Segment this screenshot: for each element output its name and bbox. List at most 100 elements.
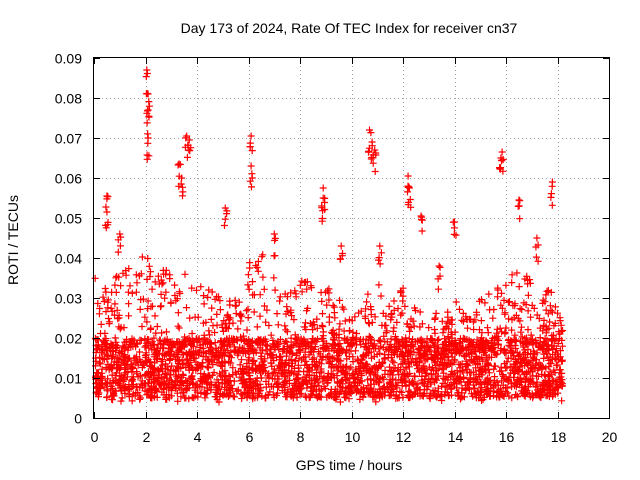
data-point-marker [145,386,153,394]
data-point-marker [502,364,509,372]
data-point-marker [367,303,375,311]
data-point-marker [449,218,457,226]
data-point-marker [136,305,144,313]
data-point-marker [470,368,477,376]
data-point-marker [287,289,295,297]
data-point-marker [544,371,552,379]
data-point-marker [485,353,493,361]
data-point-marker [365,320,373,328]
data-point-marker [284,343,291,351]
data-point-marker [472,394,480,402]
data-point-marker [275,375,283,383]
data-point-marker [511,331,519,339]
data-point-marker [365,388,373,396]
x-tick-label: 2 [143,429,151,445]
data-point-marker [455,391,462,399]
data-point-marker [468,356,476,364]
data-point-marker [200,335,208,343]
data-point-marker [182,337,189,345]
data-point-marker [325,313,333,321]
data-point-marker [402,342,410,350]
data-point-marker [541,371,548,379]
data-point-marker [259,273,267,281]
data-point-marker [103,208,111,216]
data-point-marker [341,390,349,398]
data-point-marker [226,314,234,322]
data-point-marker [434,365,442,373]
data-point-marker [457,344,465,352]
data-point-marker [410,322,418,330]
data-point-marker [508,347,516,355]
data-point-marker [390,359,398,367]
data-point-marker [375,379,382,387]
data-point-marker [221,383,229,391]
y-tick-label: 0.06 [55,171,82,187]
data-point-marker [286,347,294,355]
data-point-marker [491,362,499,370]
data-point-marker [247,132,255,140]
data-point-marker [316,373,323,381]
data-point-marker [527,377,535,385]
data-point-marker [207,386,215,394]
data-point-marker [154,354,161,362]
data-point-marker [313,338,321,346]
data-point-marker [266,350,274,358]
data-point-marker [278,363,286,370]
data-point-marker [511,367,519,374]
data-point-marker [379,344,387,351]
data-point-marker [218,323,226,331]
data-point-marker [524,276,531,284]
data-point-marker [270,369,278,377]
data-point-marker [512,345,520,352]
data-point-marker [470,326,478,333]
data-point-marker [293,376,300,383]
data-point-marker [143,155,151,163]
data-point-marker [321,345,329,353]
data-point-marker [420,350,428,358]
data-point-marker [372,398,380,406]
data-point-marker [146,273,154,280]
data-point-marker [340,336,348,344]
data-point-marker [220,342,228,350]
data-point-marker [102,203,110,211]
data-point-marker [444,353,452,360]
data-point-marker [405,348,413,355]
y-axis-ticks: 0 0.01 0.02 0.03 0.04 0.05 0.06 0.07 0.08 0.09 [55,51,609,427]
data-point-marker [265,322,273,329]
data-point-marker [529,392,537,400]
data-point-marker [119,378,127,385]
data-point-marker [305,364,313,371]
data-point-marker [283,303,291,311]
data-point-marker [405,184,413,192]
data-point-marker [137,380,145,388]
data-point-marker [163,374,171,382]
data-point-marker [271,286,279,294]
data-point-marker [411,390,419,398]
data-point-marker [368,319,376,326]
data-point-marker [205,286,213,294]
data-point-marker [194,313,202,321]
data-point-marker [193,286,200,294]
data-point-marker [232,310,240,317]
data-point-marker [496,165,504,173]
data-point-marker [254,267,262,275]
data-point-marker [300,353,308,361]
data-point-marker [298,277,306,285]
data-point-marker [252,348,260,356]
data-point-marker [317,386,325,394]
data-point-marker [362,385,370,392]
data-point-marker [367,380,375,388]
data-point-marker [552,335,560,343]
data-point-marker [151,278,159,286]
data-point-marker [116,382,124,390]
data-point-marker [493,378,501,386]
data-point-marker [161,294,169,302]
data-point-marker [233,335,241,343]
data-point-marker [372,392,380,400]
data-point-marker [128,397,136,405]
data-point-marker [460,351,468,359]
data-point-marker [543,390,551,398]
data-point-marker [394,367,402,375]
data-point-marker [328,361,336,369]
data-point-marker [213,321,221,329]
